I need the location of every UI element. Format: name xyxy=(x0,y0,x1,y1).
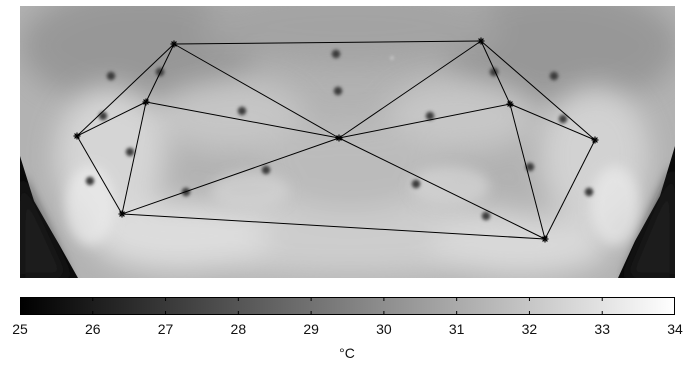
colorbar-unit-label: °C xyxy=(339,345,355,361)
marker-dot xyxy=(411,179,421,189)
network-line xyxy=(509,103,596,141)
network-line xyxy=(173,43,340,139)
star-node xyxy=(170,40,178,48)
star-node xyxy=(142,98,150,106)
network-line xyxy=(173,40,482,45)
colorbar-tick-label: 28 xyxy=(230,321,247,337)
network-line xyxy=(76,101,147,137)
network-line xyxy=(480,40,596,141)
marker-star-nodes xyxy=(73,37,599,243)
marker-dot xyxy=(237,106,247,116)
marker-network-lines xyxy=(76,40,596,240)
marker-dot xyxy=(85,176,95,186)
network-line xyxy=(121,101,147,215)
star-node xyxy=(73,132,81,140)
network-line xyxy=(76,43,175,137)
network-line xyxy=(145,101,340,139)
colorbar-tick-label: 27 xyxy=(157,321,174,337)
marker-dot xyxy=(98,111,108,121)
marker-dot xyxy=(390,56,394,60)
network-line xyxy=(338,40,482,139)
marker-dot xyxy=(261,165,271,175)
marker-dot xyxy=(331,49,341,59)
colorbar-tick-label: 30 xyxy=(376,321,392,337)
network-line xyxy=(121,137,340,215)
star-node xyxy=(591,136,599,144)
marker-dot xyxy=(558,114,568,124)
marker-dot xyxy=(525,162,535,172)
network-line xyxy=(338,137,546,240)
colorbar-tick-label: 26 xyxy=(84,321,101,337)
marker-dots xyxy=(85,49,594,221)
colorbar-tick-label: 29 xyxy=(303,321,319,337)
network-line xyxy=(145,43,175,103)
colorbar-border xyxy=(20,297,675,315)
colorbar-gradient xyxy=(20,297,675,315)
network-line xyxy=(76,135,123,215)
marker-dot xyxy=(584,187,594,197)
colorbar-tick-label: 31 xyxy=(448,321,465,337)
star-node xyxy=(541,235,549,243)
colorbar-tick-label: 25 xyxy=(12,321,28,337)
temperature-colorbar xyxy=(20,297,675,315)
star-node xyxy=(477,37,485,45)
marker-dot xyxy=(425,111,435,121)
colorbar-tick-label: 33 xyxy=(594,321,610,337)
marker-dot xyxy=(333,86,343,96)
network-line xyxy=(480,40,511,105)
network-line xyxy=(544,139,596,240)
star-node xyxy=(335,134,343,142)
marker-dot xyxy=(549,71,559,81)
thermal-image xyxy=(20,6,675,278)
network-line xyxy=(121,213,546,240)
network-line xyxy=(338,103,511,139)
marker-dot xyxy=(106,71,116,81)
marker-dot xyxy=(125,147,135,157)
star-node xyxy=(506,100,514,108)
colorbar-tick-label: 32 xyxy=(521,321,538,337)
colorbar-tick-label: 34 xyxy=(667,321,683,337)
network-line xyxy=(509,103,546,240)
star-node xyxy=(118,210,126,218)
marker-dot xyxy=(481,211,491,221)
